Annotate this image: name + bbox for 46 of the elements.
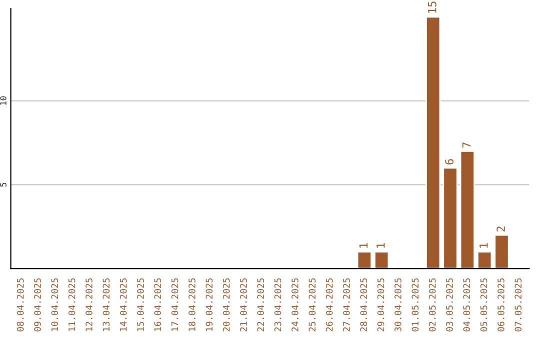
x-tick-label: 11.04.2025 bbox=[68, 278, 76, 331]
x-tick-label: 20.04.2025 bbox=[222, 278, 230, 332]
x-tick-label: 15.04.2025 bbox=[137, 278, 144, 331]
x-tick-label: 06.05.2025 bbox=[498, 278, 504, 332]
x-tick-label: 12.04.2025 bbox=[86, 278, 92, 331]
data-label: 1 bbox=[480, 243, 488, 248]
y-tick-label: 5 bbox=[0, 182, 6, 187]
x-tick-label: 04.05.2025 bbox=[463, 278, 470, 332]
data-label: 2 bbox=[496, 226, 505, 232]
x-tick-label: 26.04.2025 bbox=[326, 278, 333, 332]
x-tick-label: 09.04.2025 bbox=[34, 278, 41, 332]
bar bbox=[356, 251, 372, 269]
x-tick-label: 27.04.2025 bbox=[343, 278, 350, 332]
data-label: 1 bbox=[376, 243, 385, 248]
data-label: 6 bbox=[445, 159, 454, 164]
x-tick-label: 17.04.2025 bbox=[171, 278, 178, 331]
x-tick-label: 25.04.2025 bbox=[308, 278, 316, 332]
x-tick-label: 16.04.2025 bbox=[154, 278, 162, 331]
x-tick-label: 30.04.2025 bbox=[394, 278, 402, 332]
x-tick-label: 29.04.2025 bbox=[377, 278, 384, 332]
x-tick-label: 07.05.2025 bbox=[514, 278, 522, 332]
x-tick-label: 18.04.2025 bbox=[188, 278, 196, 331]
x-tick-label: 10.04.2025 bbox=[51, 278, 58, 331]
data-label: 1 bbox=[359, 243, 368, 248]
bar bbox=[477, 251, 492, 269]
x-tick-label: 19.04.2025 bbox=[206, 278, 213, 331]
x-tick-label: 13.04.2025 bbox=[102, 278, 110, 331]
x-tick-label: 01.05.2025 bbox=[412, 278, 419, 332]
x-tick-label: 24.04.2025 bbox=[292, 278, 298, 332]
x-tick-label: 21.04.2025 bbox=[240, 278, 247, 332]
x-tick-label: 05.05.2025 bbox=[480, 278, 488, 332]
bar bbox=[374, 251, 390, 269]
data-label: 7 bbox=[462, 142, 470, 148]
x-tick-label: 14.04.2025 bbox=[120, 278, 127, 331]
x-tick-label: 03.05.2025 bbox=[446, 278, 453, 332]
x-tick-label: 23.04.2025 bbox=[274, 278, 282, 332]
bar bbox=[494, 234, 510, 269]
bar bbox=[460, 150, 475, 269]
x-tick-label: 22.04.2025 bbox=[257, 278, 264, 332]
y-tick-label: 10 bbox=[0, 96, 6, 105]
x-tick-label: 28.04.2025 bbox=[360, 278, 368, 332]
data-label: 15 bbox=[428, 2, 436, 13]
x-tick-label: 02.05.2025 bbox=[428, 278, 436, 332]
bar bbox=[426, 16, 441, 269]
x-tick-label: 08.04.2025 bbox=[16, 278, 24, 332]
bar bbox=[442, 167, 458, 269]
